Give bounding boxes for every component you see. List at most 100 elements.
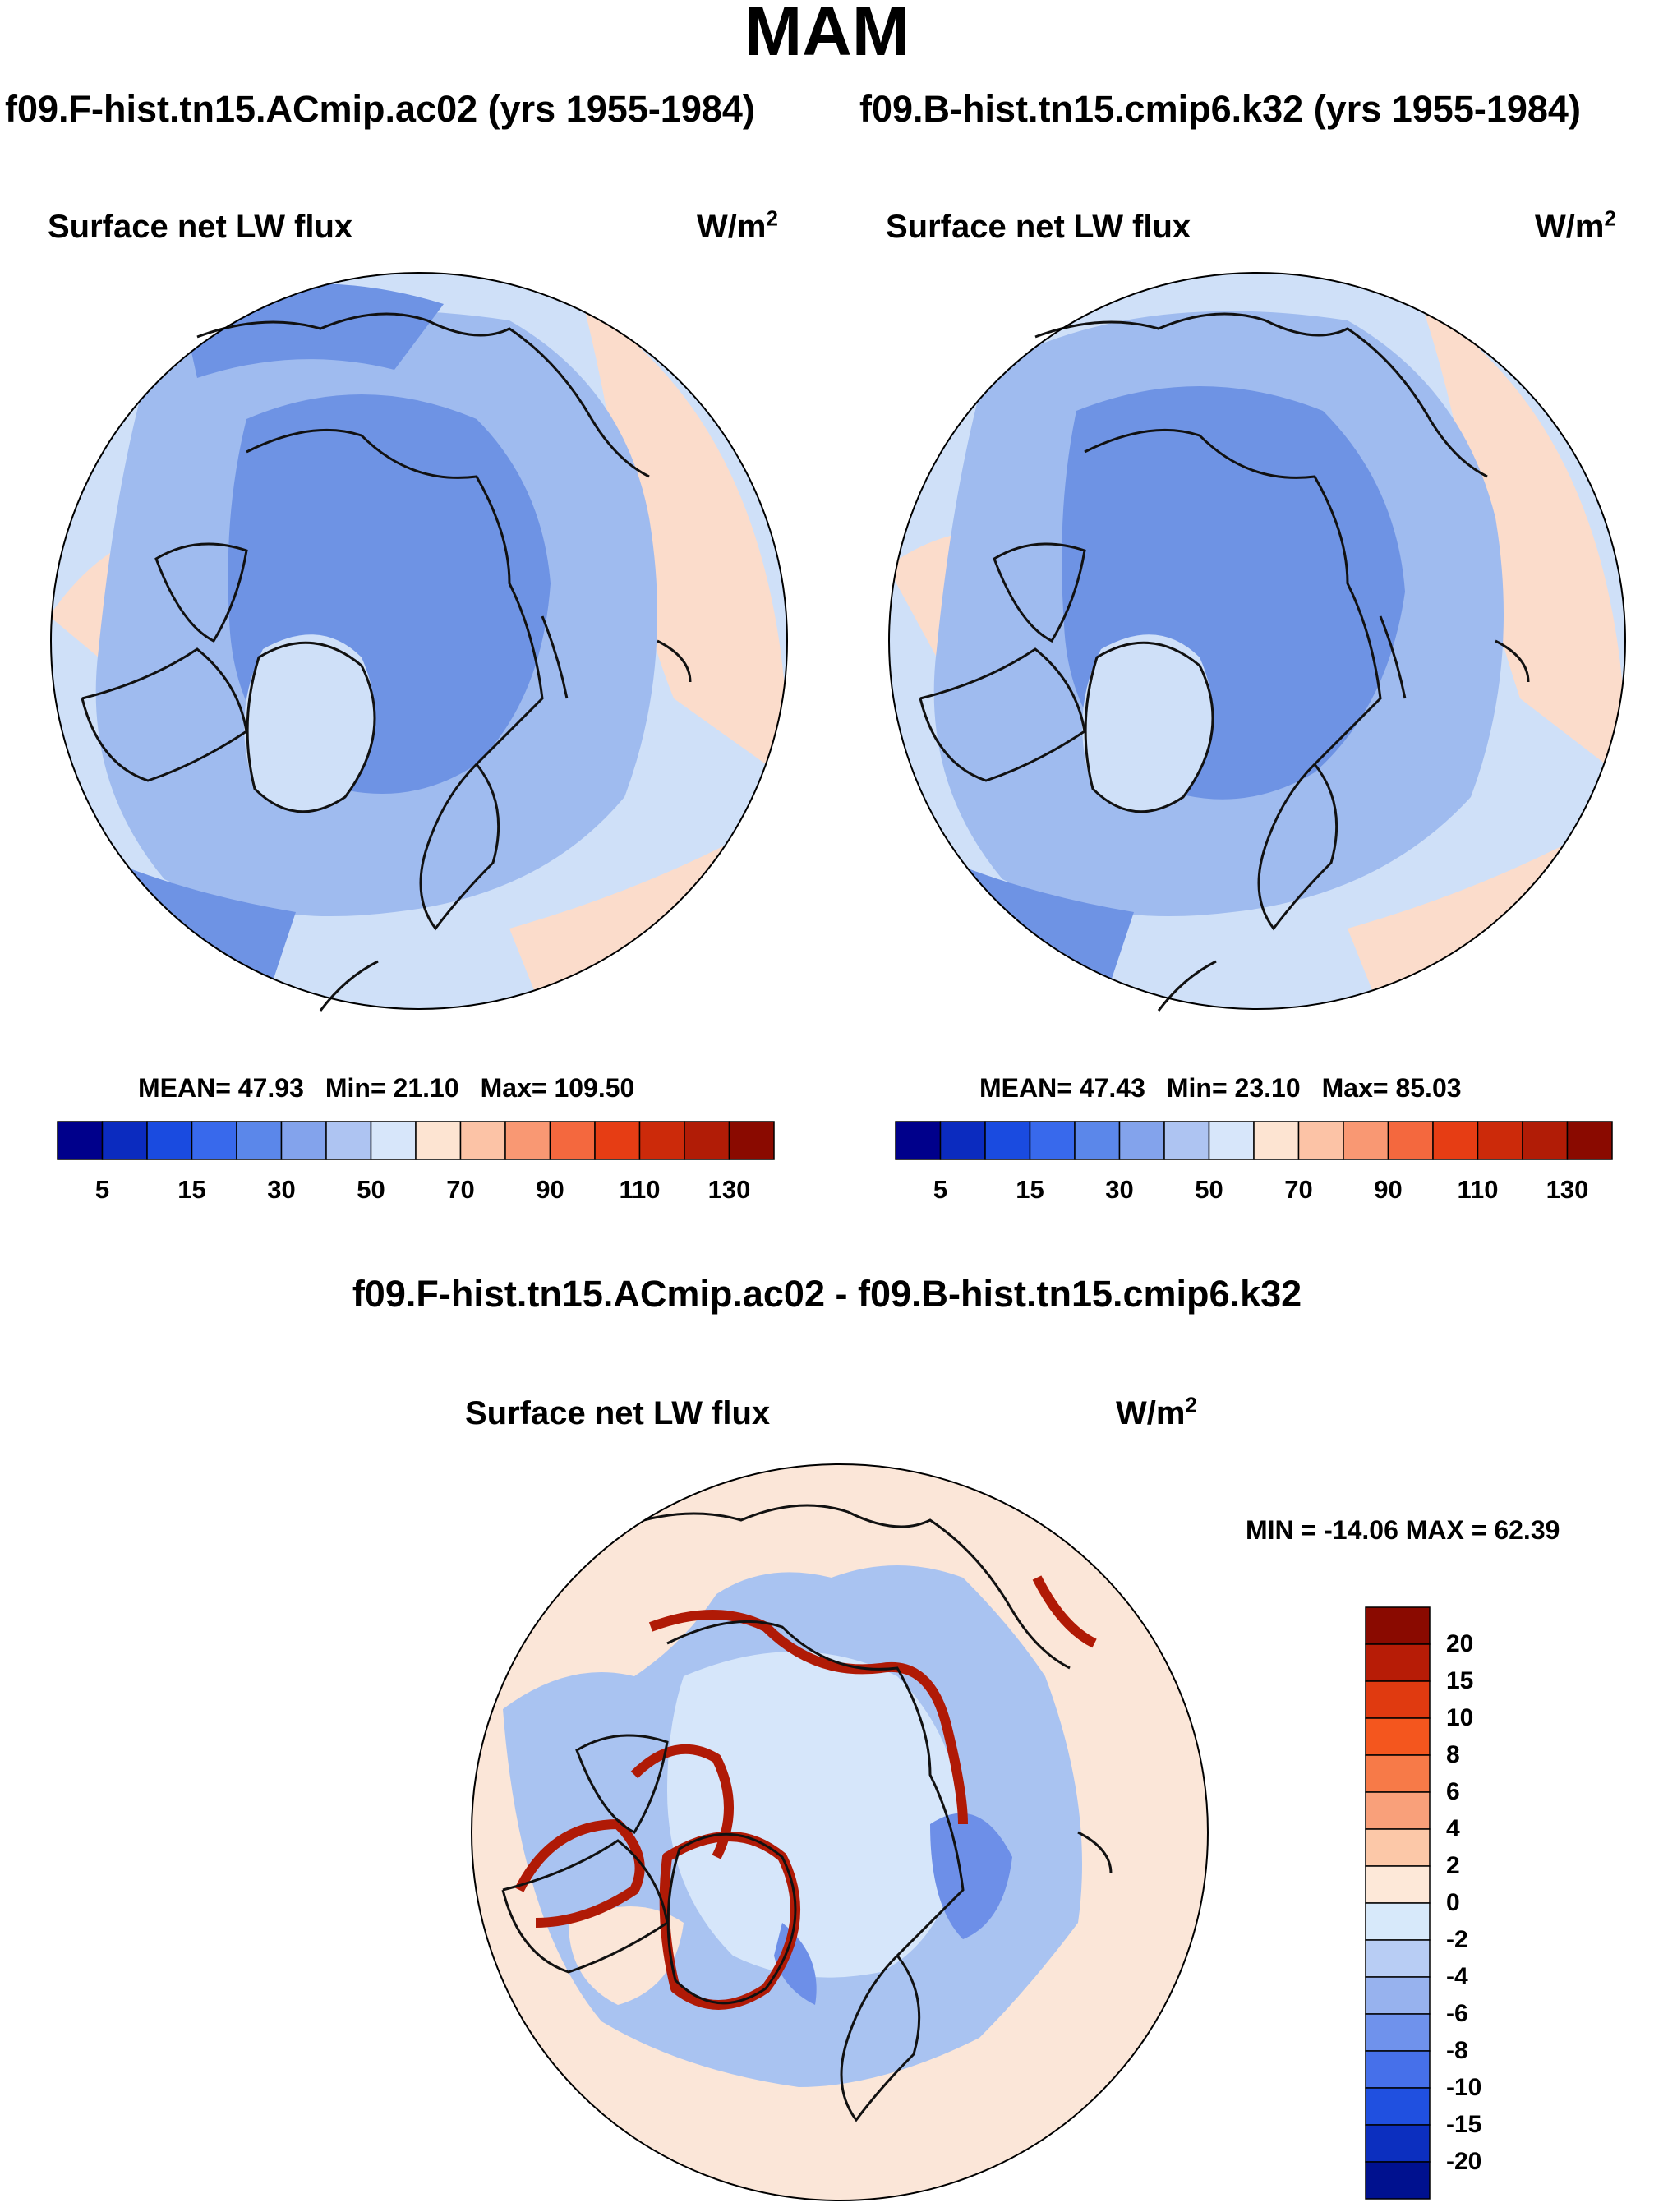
- right-colorbar-ticks: 5 15 30 50 70 90 110 130: [896, 1177, 1612, 1205]
- colorbar-tick-label: 30: [1105, 1175, 1134, 1204]
- field-region: [667, 1652, 963, 1978]
- diff-colorbar-swatch: [1365, 2161, 1431, 2200]
- season-title: MAM: [744, 0, 910, 70]
- colorbar-swatch: [370, 1121, 417, 1160]
- colorbar-swatch: [549, 1121, 596, 1160]
- colorbar-swatch: [1253, 1121, 1300, 1160]
- colorbar-tick-label: 15: [177, 1175, 206, 1204]
- colorbar-tick-label: 70: [446, 1175, 475, 1204]
- right-polar-map: [888, 272, 1626, 1012]
- diff-colorbar-tick-label: 20: [1446, 1630, 1474, 1657]
- coastline: [1379, 615, 1407, 699]
- coastline: [1495, 639, 1530, 683]
- right-colorbar: [895, 1121, 1613, 1160]
- coastline: [617, 1504, 1071, 1670]
- diff-minmax: MIN = -14.06 MAX = 62.39: [1246, 1515, 1560, 1545]
- colorbar-swatch: [1297, 1121, 1344, 1160]
- colorbar-swatch: [504, 1121, 551, 1160]
- coastline: [1077, 1831, 1113, 1874]
- coastline: [666, 1832, 797, 2005]
- left-colorbar: [57, 1121, 775, 1160]
- colorbar-swatch: [101, 1121, 148, 1160]
- diff-colorbar-swatch: [1365, 1717, 1431, 1756]
- diff-colorbar-swatch: [1365, 2124, 1431, 2163]
- diff-variable-title: Surface net LW flux: [465, 1395, 771, 1431]
- diff-colorbar-tick-label: 4: [1446, 1815, 1460, 1842]
- colorbar-tick-label: 5: [933, 1175, 948, 1204]
- diff-colorbar-tick-label: -20: [1446, 2148, 1482, 2175]
- diff-colorbar-tick-label: 8: [1446, 1741, 1460, 1768]
- diff-map-coastlines: [501, 1504, 1113, 2122]
- colorbar-swatch: [728, 1121, 775, 1160]
- colorbar-swatch: [325, 1121, 372, 1160]
- right-map-field: [889, 273, 1625, 1009]
- diff-colorbar-tick-label: -8: [1446, 2037, 1468, 2064]
- coastline: [1084, 641, 1214, 813]
- diff-colorbar-swatch: [1365, 1680, 1431, 1719]
- hot-edge: [1032, 1575, 1097, 1648]
- colorbar-tick-label: 5: [94, 1175, 110, 1204]
- coastline: [666, 1620, 965, 1957]
- diff-colorbar-swatch: [1365, 2050, 1431, 2089]
- coastline: [541, 615, 569, 699]
- field-region: [1082, 634, 1213, 812]
- diff-colorbar-swatch: [1365, 2087, 1431, 2126]
- left-run-title: f09.F-hist.tn15.ACmip.ac02 (yrs 1955-198…: [5, 88, 755, 130]
- colorbar-tick-label: 110: [619, 1175, 661, 1204]
- diff-colorbar-tick-label: 10: [1446, 1704, 1474, 1731]
- left-map-field: [51, 273, 787, 1009]
- colorbar-swatch: [895, 1121, 942, 1160]
- diff-colorbar-swatch: [1365, 2013, 1431, 2052]
- colorbar-tick-label: 50: [1195, 1175, 1223, 1204]
- coastline: [1157, 960, 1217, 1012]
- diff-colorbar-tick-label: -10: [1446, 2074, 1482, 2101]
- diff-colorbar-tick-label: -4: [1446, 1963, 1468, 1990]
- colorbar-tick-label: 130: [707, 1175, 751, 1204]
- colorbar-tick-label: 90: [536, 1175, 564, 1204]
- field-region: [774, 1923, 817, 2005]
- hot-edge: [514, 1819, 645, 1928]
- field-region: [244, 634, 375, 812]
- coastline: [1034, 312, 1488, 478]
- diff-colorbar-swatch: [1365, 1865, 1431, 1904]
- colorbar-swatch: [594, 1121, 641, 1160]
- colorbar-swatch: [280, 1121, 327, 1160]
- coastline: [840, 1954, 921, 2122]
- diff-title: f09.F-hist.tn15.ACmip.ac02 - f09.B-hist.…: [352, 1273, 1302, 1315]
- right-run-title: f09.B-hist.tn15.cmip6.k32 (yrs 1955-1984…: [859, 88, 1581, 130]
- colorbar-swatch: [191, 1121, 237, 1160]
- diff-map-boundary: [471, 1463, 1209, 2201]
- diff-colorbar-tick-label: -6: [1446, 2000, 1468, 2027]
- coastline: [319, 960, 379, 1012]
- colorbar-swatch: [1074, 1121, 1121, 1160]
- diff-colorbar-tick-label: -15: [1446, 2111, 1482, 2138]
- hot-edge: [630, 1744, 734, 1859]
- field-region: [1421, 304, 1625, 781]
- left-stats: MEAN= 47.93 Min= 21.10 Max= 109.50: [138, 1073, 635, 1103]
- colorbar-tick-label: 15: [1016, 1175, 1044, 1204]
- colorbar-swatch: [459, 1121, 506, 1160]
- diff-colorbar-swatch: [1365, 1754, 1431, 1793]
- right-variable-title: Surface net LW flux: [886, 209, 1191, 245]
- colorbar-swatch: [684, 1121, 730, 1160]
- colorbar-tick-label: 130: [1546, 1175, 1589, 1204]
- left-colorbar-ticks: 5 15 30 50 70 90 110 130: [58, 1177, 774, 1205]
- diff-colorbar-swatch: [1365, 1902, 1431, 1941]
- colorbar-swatch: [1387, 1121, 1434, 1160]
- colorbar-swatch: [984, 1121, 1031, 1160]
- diff-colorbar-tick-label: 2: [1446, 1852, 1460, 1879]
- colorbar-tick-label: 90: [1374, 1175, 1403, 1204]
- diff-colorbar-tick-label: 15: [1446, 1667, 1474, 1694]
- right-map-coastlines: [919, 312, 1530, 1012]
- colorbar-swatch: [1522, 1121, 1569, 1160]
- colorbar-swatch: [1029, 1121, 1076, 1160]
- diff-colorbar-tick-label: -2: [1446, 1926, 1468, 1953]
- coastline: [575, 1734, 669, 1834]
- coastline: [196, 312, 650, 478]
- colorbar-swatch: [1163, 1121, 1210, 1160]
- diff-colorbar-tick-label: 0: [1446, 1889, 1460, 1916]
- coastline: [1084, 428, 1382, 766]
- right-units: W/m2: [1535, 205, 1616, 245]
- left-polar-map: [50, 272, 788, 1012]
- diff-colorbar-tick-label: 6: [1446, 1778, 1460, 1805]
